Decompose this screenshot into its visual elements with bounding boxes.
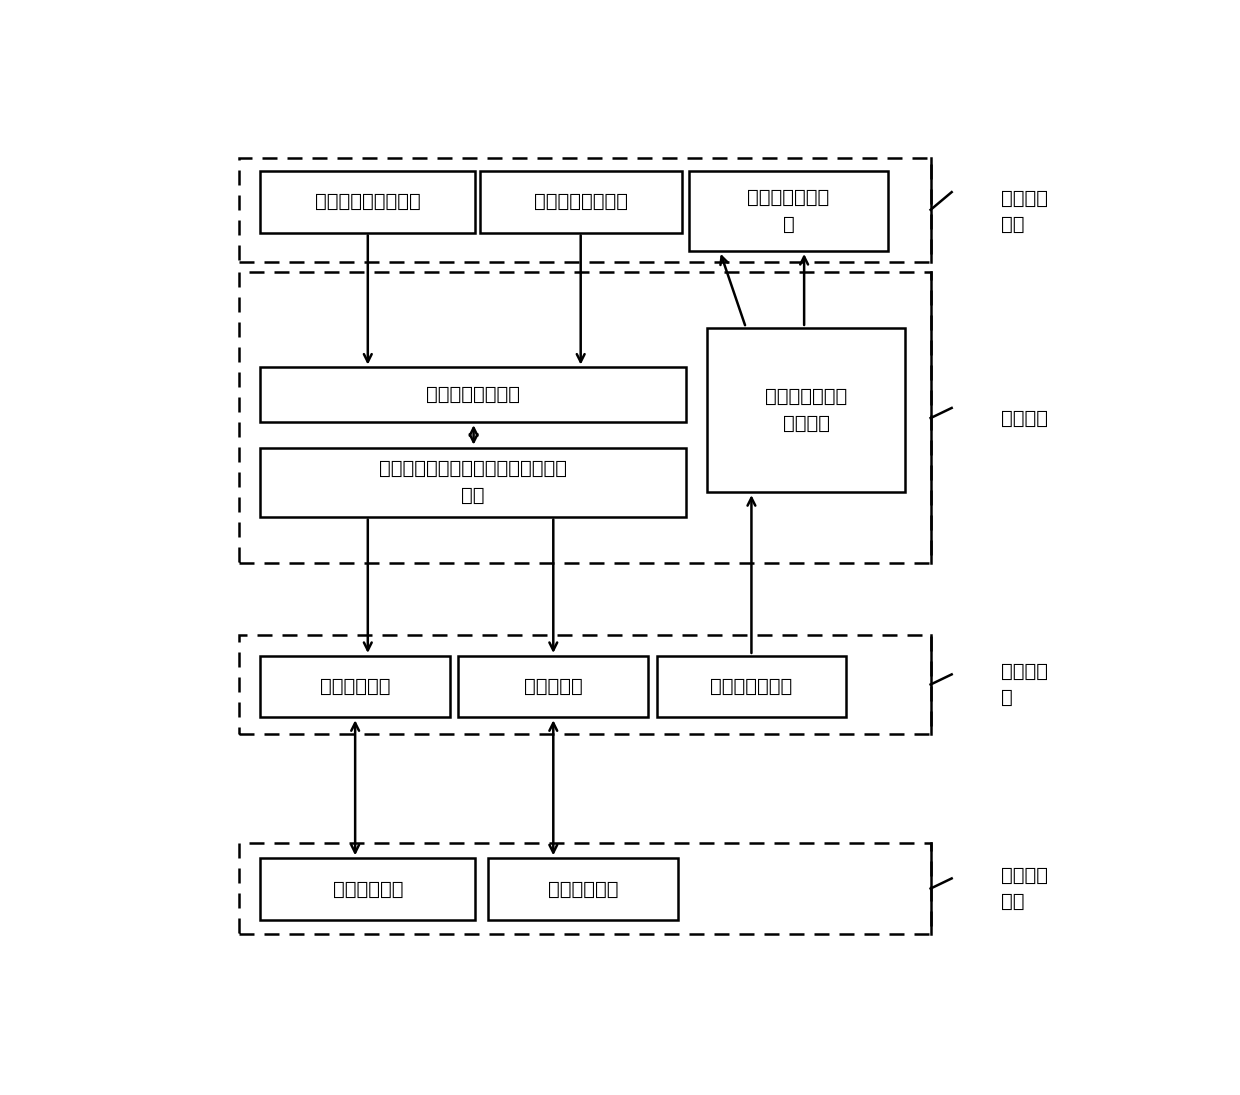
Bar [260,858,475,920]
Bar [480,171,682,232]
Text: 协议控制框架模块: 协议控制框架模块 [427,385,521,404]
Text: 人机交互
终端: 人机交互 终端 [1001,188,1048,234]
Text: 磁共振扫描仪: 磁共振扫描仪 [332,879,403,899]
Bar [689,171,888,251]
Bar [656,656,846,717]
Bar [239,843,930,934]
Text: 信号控制
机: 信号控制 机 [1001,661,1048,707]
Text: 主工控机: 主工控机 [1001,408,1048,427]
Bar [707,327,905,493]
Text: 图像重建以及后
处理模块: 图像重建以及后 处理模块 [765,388,847,433]
Text: 磁共振控制器: 磁共振控制器 [320,677,391,696]
Bar [239,635,930,735]
Bar [260,368,686,423]
Text: 超声控制器: 超声控制器 [525,677,583,696]
Bar [260,448,686,517]
Text: 磁共振序列翻译和超声调控命令翻译
模块: 磁共振序列翻译和超声调控命令翻译 模块 [379,460,567,505]
Bar [260,171,475,232]
Bar [260,656,450,717]
Bar [489,858,677,920]
Text: 扫描图像显示模
块: 扫描图像显示模 块 [748,188,830,234]
Text: 超声阵列探头: 超声阵列探头 [548,879,618,899]
Bar [239,273,930,563]
Text: 扫描数据采集卡: 扫描数据采集卡 [711,677,792,696]
Text: 磁共振参数设置模块: 磁共振参数设置模块 [315,193,420,211]
Bar [459,656,649,717]
Bar [239,159,930,262]
Text: 磁共振扫
描室: 磁共振扫 描室 [1001,866,1048,911]
Text: 超声参数设置模块: 超声参数设置模块 [533,193,627,211]
